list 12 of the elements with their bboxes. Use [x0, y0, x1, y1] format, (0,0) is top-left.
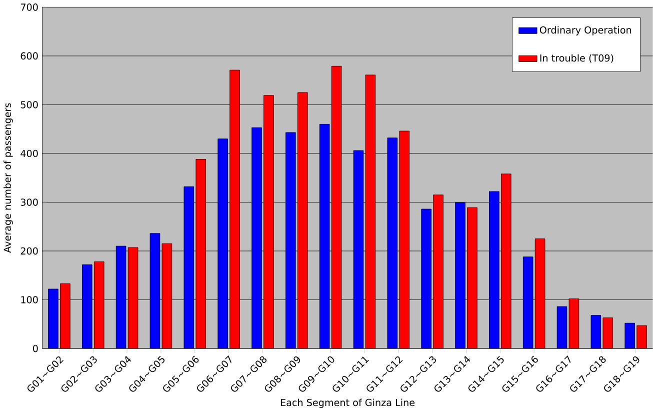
y-tick-label: 600	[20, 52, 38, 60]
y-tick-label: 400	[20, 150, 38, 158]
y-tick-label: 0	[33, 345, 38, 352]
legend-label: In trouble (T09)	[540, 54, 614, 64]
y-axis-title: Average number of passengers	[4, 103, 13, 254]
y-tick-label: 700	[20, 4, 38, 12]
legend-label: Ordinary Operation	[540, 26, 632, 36]
y-tick-label: 100	[21, 296, 38, 304]
y-tick-label: 200	[20, 248, 38, 255]
y-tick-label: 300	[20, 198, 38, 206]
x-axis-title: Each Segment of Ginza Line	[280, 398, 415, 408]
y-tick-label: 500	[20, 101, 38, 109]
